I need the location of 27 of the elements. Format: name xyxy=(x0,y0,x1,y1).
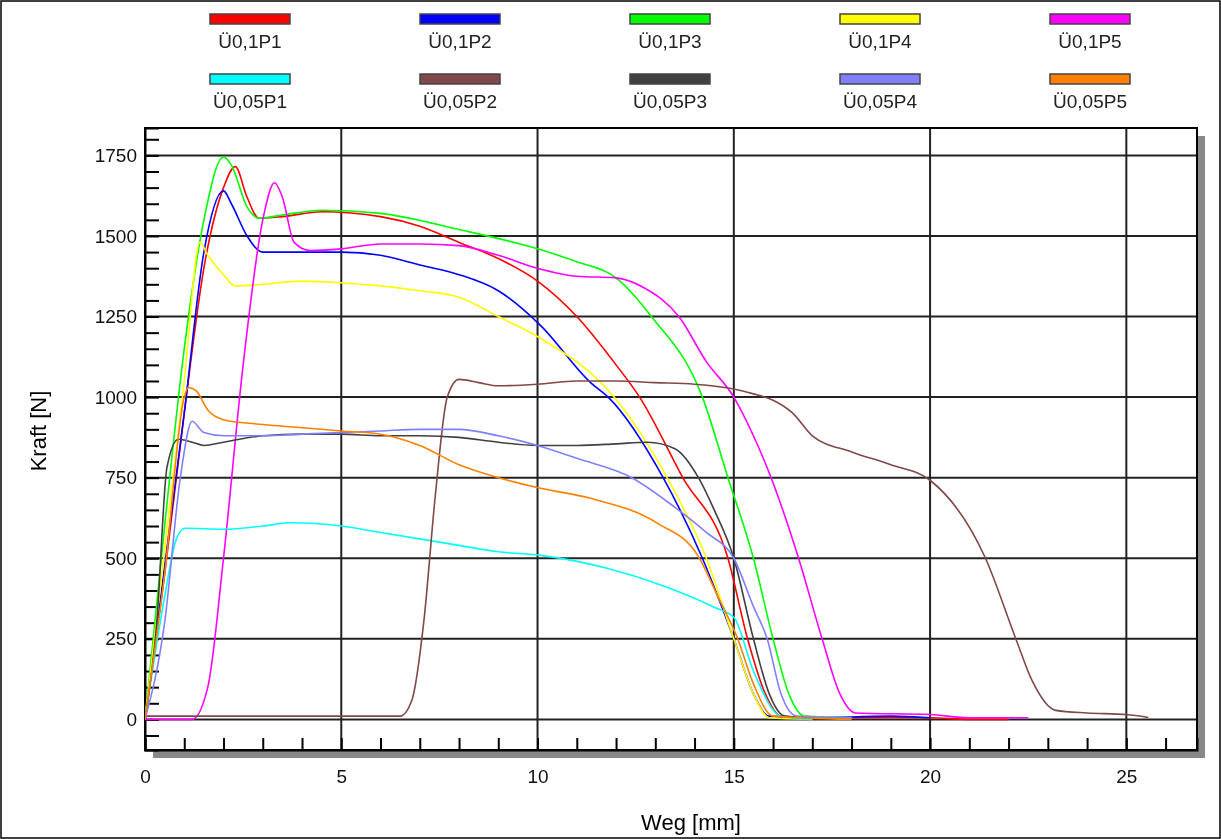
legend-label: Ü0,05P1 xyxy=(213,91,287,112)
x-tick-label: 5 xyxy=(336,766,348,788)
legend-label: Ü0,05P4 xyxy=(843,91,918,112)
y-tick-label: 500 xyxy=(105,547,137,569)
legend-label: Ü0,05P2 xyxy=(423,91,497,112)
x-tick-label: 25 xyxy=(1116,766,1138,788)
legend-label: Ü0,1P1 xyxy=(218,31,282,52)
y-tick-label: 250 xyxy=(105,628,137,650)
legend-label: Ü0,1P4 xyxy=(848,31,913,52)
y-tick-label: 1000 xyxy=(94,386,137,408)
x-axis-title: Weg [mm] xyxy=(641,810,741,835)
y-tick-label: 0 xyxy=(126,708,137,730)
legend-label: Ü0,05P5 xyxy=(1053,91,1127,112)
y-axis-title: Kraft [N] xyxy=(26,390,51,472)
y-tick-label: 750 xyxy=(105,467,137,489)
line-series xyxy=(145,378,1150,719)
legend-label: Ü0,05P3 xyxy=(633,91,707,112)
y-tick-label: 1250 xyxy=(94,306,137,328)
y-tick-label: 1500 xyxy=(94,225,137,247)
legend-label: Ü0,1P5 xyxy=(1058,31,1122,52)
y-tick-label: 1750 xyxy=(94,144,137,166)
x-tick-label: 15 xyxy=(723,766,745,788)
x-tick-label: 10 xyxy=(527,766,549,788)
x-tick-label: 20 xyxy=(920,766,942,788)
x-tick-label: 0 xyxy=(140,766,151,788)
legend-label: Ü0,1P2 xyxy=(428,31,492,52)
legend-label: Ü0,1P3 xyxy=(638,31,702,52)
